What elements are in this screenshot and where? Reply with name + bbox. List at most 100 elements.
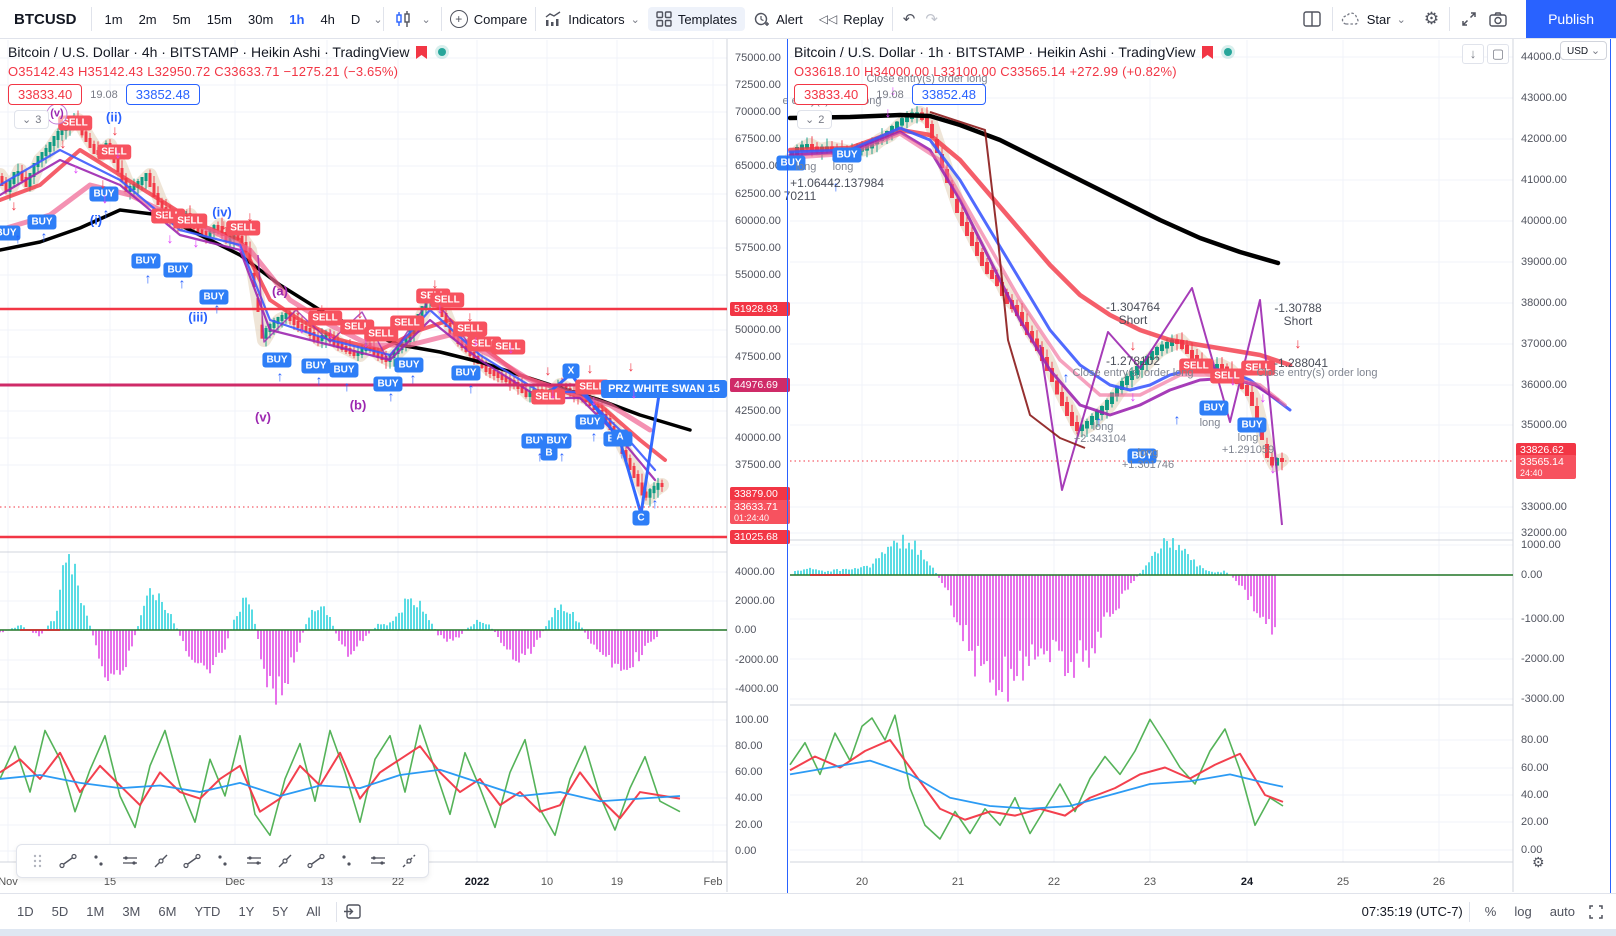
ask-price-box[interactable]: 33852.48 xyxy=(911,84,986,105)
buy-label[interactable]: BUY xyxy=(163,262,193,278)
drawing-toolbar[interactable] xyxy=(16,844,429,878)
xabcd-pattern[interactable] xyxy=(114,847,145,875)
buy-label[interactable]: BUY xyxy=(373,376,403,392)
sell-label[interactable]: SELL xyxy=(364,326,398,342)
timeframe-2m[interactable]: 2m xyxy=(138,11,157,27)
save-layout-button[interactable]: Star ⌄ xyxy=(1333,7,1414,31)
redo-icon[interactable]: ↷ xyxy=(925,11,938,28)
circle-gauge[interactable] xyxy=(331,847,362,875)
camera-icon[interactable] xyxy=(1488,11,1508,28)
flag-icon[interactable] xyxy=(415,45,428,59)
buy-label[interactable]: BUY xyxy=(776,155,806,171)
pattern-point-label[interactable]: A xyxy=(611,429,629,445)
buy-label[interactable]: BUY xyxy=(832,147,862,163)
ray-line[interactable] xyxy=(269,847,300,875)
bid-price-box[interactable]: 33833.40 xyxy=(8,84,83,105)
buy-label[interactable]: BUY xyxy=(27,214,57,230)
pattern-point-label[interactable]: B xyxy=(540,445,558,461)
volume-profile[interactable] xyxy=(238,847,269,875)
pitchfork[interactable] xyxy=(300,847,331,875)
maximize-icon[interactable] xyxy=(1588,904,1604,920)
sell-label[interactable]: SELL xyxy=(453,321,487,337)
buy-label[interactable]: BUY xyxy=(329,362,359,378)
buy-label[interactable]: BUY xyxy=(394,357,424,373)
prz-pattern-label[interactable]: PRZ WHITE SWAN 15 xyxy=(601,380,727,398)
candle-style-icon[interactable] xyxy=(394,10,412,28)
pane-settings-gear-icon[interactable]: ⚙ xyxy=(1532,854,1545,870)
cross-line[interactable] xyxy=(145,847,176,875)
buy-label[interactable]: BUY xyxy=(301,358,331,374)
open-detached-icon[interactable]: ▢ xyxy=(1487,44,1509,64)
timeframe-1h[interactable]: 1h xyxy=(289,11,305,27)
fullscreen-icon[interactable] xyxy=(1460,10,1478,28)
undo-icon[interactable]: ↶ xyxy=(902,11,916,28)
buy-label[interactable]: BUY xyxy=(451,365,481,381)
axis-price-label[interactable]: 33565.14 24:40 xyxy=(1516,455,1576,479)
range-5D[interactable]: 5D xyxy=(51,904,69,919)
auto-scale-button[interactable]: auto xyxy=(1549,904,1575,919)
symbol-button[interactable]: BTCUSD xyxy=(14,10,77,28)
indicators-button[interactable]: Indicators ⌄ xyxy=(536,6,648,32)
sell-label[interactable]: SELL xyxy=(97,144,131,160)
axis-price-label[interactable]: 31025.68 xyxy=(730,530,790,544)
scroll-to-recent-icon[interactable]: ↓ xyxy=(1462,44,1484,64)
drag-handle[interactable] xyxy=(21,847,52,875)
measure-line[interactable] xyxy=(362,847,393,875)
timeframe-D[interactable]: D xyxy=(350,11,361,27)
bid-price-box[interactable]: 33833.40 xyxy=(794,84,869,105)
sell-label[interactable]: SELL xyxy=(173,213,207,229)
dashed-anchor[interactable] xyxy=(393,847,424,875)
timeframe-15m[interactable]: 15m xyxy=(206,11,232,27)
buy-label[interactable]: BUY xyxy=(199,289,229,305)
currency-axis-button[interactable]: USD ⌄ xyxy=(1560,41,1608,60)
ask-price-box[interactable]: 33852.48 xyxy=(125,84,200,105)
axis-price-label[interactable]: 33879.00 xyxy=(730,487,790,501)
compare-button[interactable]: + Compare xyxy=(442,6,535,32)
axis-price-label[interactable]: 33826.62 xyxy=(1516,443,1576,457)
log-scale-button[interactable]: log xyxy=(1514,904,1532,919)
sell-label[interactable]: SELL xyxy=(1210,368,1244,384)
chart-title[interactable]: Bitcoin / U.S. Dollar · 1h · BITSTAMP · … xyxy=(794,44,1196,60)
sell-label[interactable]: SELL xyxy=(1241,360,1275,376)
go-to-date-icon[interactable] xyxy=(343,903,362,920)
chevron-down-icon[interactable]: ⌄ xyxy=(421,13,431,26)
collapse-indicators-button-right[interactable]: ⌄ 2 xyxy=(797,110,833,129)
buy-label[interactable]: BUY xyxy=(1199,400,1229,416)
templates-button[interactable]: Templates xyxy=(647,7,746,31)
axis-price-label[interactable]: 51928.93 xyxy=(730,302,790,316)
sell-label[interactable]: SELL xyxy=(1179,358,1213,374)
buy-label[interactable]: BUY xyxy=(89,186,119,202)
sell-label[interactable]: SELL xyxy=(491,339,525,355)
sell-label[interactable]: SELL xyxy=(390,315,424,331)
buy-label[interactable]: BUY xyxy=(131,253,161,269)
timeframe-4h[interactable]: 4h xyxy=(320,11,335,27)
clock[interactable]: 07:35:19 (UTC-7) xyxy=(1361,904,1463,919)
percent-scale-button[interactable]: % xyxy=(1484,904,1497,919)
sell-label[interactable]: SELL xyxy=(226,220,260,236)
pattern-point-label[interactable]: X xyxy=(562,363,580,379)
timeframe-1m[interactable]: 1m xyxy=(104,11,123,27)
flag-icon[interactable] xyxy=(1201,45,1214,59)
buy-label[interactable]: BUY xyxy=(0,225,21,241)
buy-label[interactable]: BUY xyxy=(542,433,572,449)
buy-label[interactable]: BUY xyxy=(575,414,605,430)
range-1D[interactable]: 1D xyxy=(17,904,34,919)
chart-title[interactable]: Bitcoin / U.S. Dollar · 4h · BITSTAMP · … xyxy=(8,44,410,60)
range-6M[interactable]: 6M xyxy=(158,904,177,919)
gear-icon[interactable]: ⚙ xyxy=(1423,9,1440,28)
alert-button[interactable]: Alert xyxy=(745,7,811,32)
sell-label[interactable]: SELL xyxy=(531,389,565,405)
range-1M[interactable]: 1M xyxy=(86,904,105,919)
layout-split-icon[interactable] xyxy=(1302,9,1322,29)
range-3M[interactable]: 3M xyxy=(122,904,141,919)
timeframe-5m[interactable]: 5m xyxy=(172,11,191,27)
axis-price-label[interactable]: 33633.71 01:24:40 xyxy=(730,500,790,524)
sell-label[interactable]: SELL xyxy=(308,310,342,326)
timeframe-30m[interactable]: 30m xyxy=(247,11,274,27)
sell-label[interactable]: SELL xyxy=(58,115,92,131)
sell-label[interactable]: SELL xyxy=(575,379,609,395)
sell-label[interactable]: SELL xyxy=(430,292,464,308)
replay-button[interactable]: ◁◁ Replay xyxy=(818,11,884,27)
publish-button[interactable]: Publish xyxy=(1526,0,1616,38)
pattern-point-label[interactable]: C xyxy=(632,510,650,526)
